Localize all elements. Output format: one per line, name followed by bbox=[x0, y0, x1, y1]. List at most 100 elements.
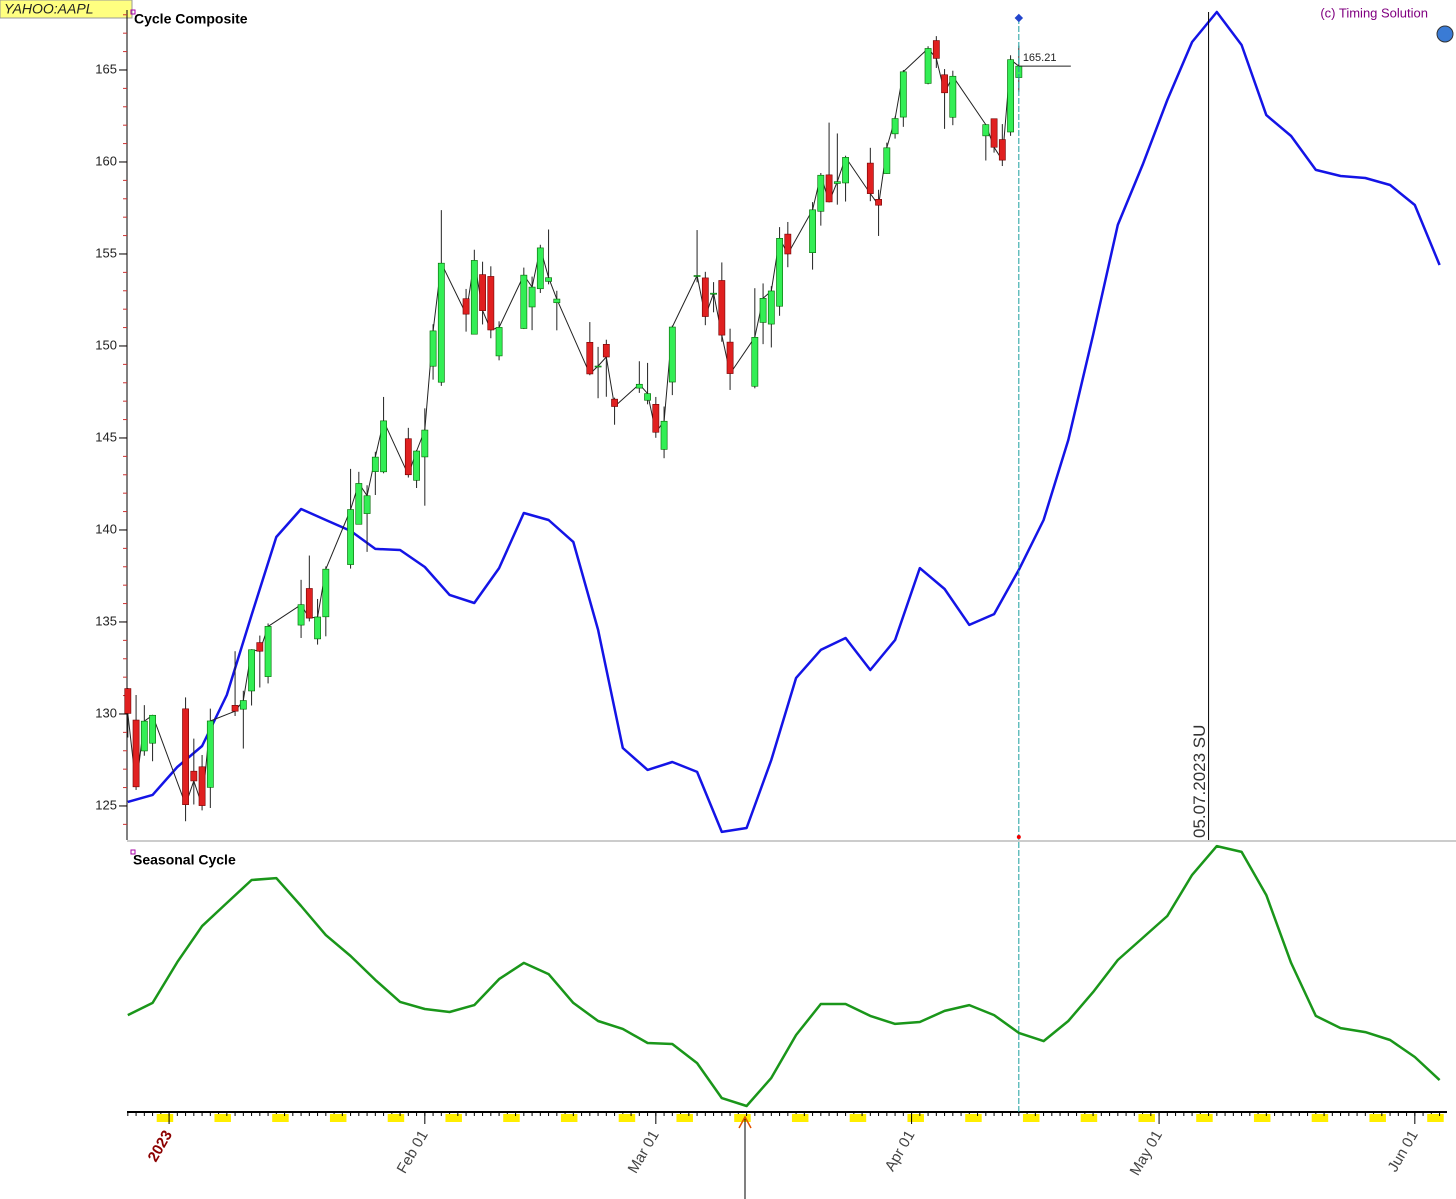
weekend-marker bbox=[1311, 1114, 1329, 1122]
weekend-marker bbox=[734, 1114, 751, 1122]
now-marker bbox=[1014, 13, 1024, 23]
candle-body bbox=[767, 290, 775, 325]
candle-body bbox=[718, 280, 726, 336]
symbol: YAHOO:AAPL bbox=[4, 1, 93, 17]
weekend-marker bbox=[1138, 1114, 1155, 1122]
candle-body bbox=[594, 365, 602, 368]
pointer-head bbox=[738, 1115, 752, 1129]
panel-title: Seasonal Cycle bbox=[133, 852, 236, 868]
weekend-marker bbox=[1427, 1114, 1444, 1122]
candle-body bbox=[190, 770, 198, 782]
candle-body bbox=[825, 174, 833, 203]
y-tick-label: 130 bbox=[95, 705, 117, 720]
candle-body bbox=[1007, 59, 1014, 133]
candle-body bbox=[726, 341, 734, 374]
y-tick-label: 165 bbox=[95, 61, 117, 76]
candle-body bbox=[380, 420, 387, 473]
candle-body bbox=[479, 274, 486, 311]
candle-body bbox=[644, 393, 651, 401]
candle-body bbox=[982, 124, 990, 137]
candle-body bbox=[817, 174, 825, 212]
candle-body bbox=[710, 292, 717, 295]
weekend-marker bbox=[618, 1114, 636, 1122]
candle-body bbox=[553, 298, 561, 304]
candle-body bbox=[487, 276, 495, 331]
weekend-marker bbox=[1022, 1114, 1040, 1122]
weekend-marker bbox=[1369, 1114, 1386, 1122]
y-tick-label: 140 bbox=[95, 521, 117, 536]
candle-body bbox=[990, 118, 998, 148]
candle-body bbox=[363, 495, 371, 514]
weekend-marker bbox=[272, 1114, 289, 1122]
candle-body bbox=[198, 766, 206, 806]
candle-body bbox=[883, 147, 891, 174]
candle-body bbox=[355, 483, 363, 525]
weekend-marker bbox=[907, 1114, 924, 1122]
candle-body bbox=[495, 327, 503, 357]
candle-body bbox=[462, 298, 470, 315]
candle-body bbox=[437, 262, 445, 383]
candle-body bbox=[528, 286, 536, 308]
candle-body bbox=[635, 383, 643, 389]
candle-body bbox=[932, 40, 940, 59]
candle-body bbox=[545, 277, 552, 282]
candle-body bbox=[256, 642, 264, 652]
candle-body bbox=[924, 48, 932, 84]
candle-body bbox=[322, 568, 330, 618]
candle-body bbox=[776, 238, 783, 307]
candle-body bbox=[842, 157, 849, 184]
candle-body bbox=[429, 330, 437, 367]
panel-corner bbox=[130, 849, 136, 855]
candle-body bbox=[701, 277, 709, 317]
weekend-marker bbox=[503, 1114, 520, 1122]
candle-body bbox=[891, 118, 899, 135]
candle-body bbox=[949, 75, 957, 118]
candle-body bbox=[421, 429, 429, 458]
candle-body bbox=[305, 588, 313, 619]
candle-body bbox=[809, 209, 816, 253]
candle-body bbox=[941, 74, 948, 94]
candle-body bbox=[759, 298, 767, 323]
candle-body bbox=[132, 719, 140, 788]
candle-body bbox=[140, 720, 148, 752]
weekend-marker bbox=[387, 1114, 405, 1122]
candle-body bbox=[264, 626, 272, 677]
projection-line bbox=[127, 10, 1441, 834]
now-marker bbox=[1016, 835, 1021, 839]
candle-body bbox=[998, 139, 1006, 161]
candle-body bbox=[536, 247, 544, 290]
candle-body bbox=[520, 274, 528, 329]
x-tick-label: May 01 bbox=[1127, 1127, 1166, 1178]
weekend-marker bbox=[676, 1114, 693, 1122]
candle-body bbox=[149, 714, 156, 744]
candle-body bbox=[586, 341, 594, 375]
candle-body bbox=[470, 260, 478, 335]
panel-title: Cycle Composite bbox=[134, 11, 248, 27]
candle-body bbox=[751, 337, 759, 387]
panel-corner bbox=[130, 9, 136, 15]
weekend-marker bbox=[1253, 1114, 1271, 1122]
candle-body bbox=[784, 233, 792, 255]
x-tick-label: Jun 01 bbox=[1384, 1127, 1421, 1175]
x-tick-label: Feb 01 bbox=[394, 1127, 432, 1176]
weekend-marker bbox=[849, 1114, 867, 1122]
candle-body bbox=[182, 708, 189, 805]
candle-body bbox=[239, 700, 247, 710]
weekend-marker bbox=[214, 1114, 231, 1122]
x-tick-label: Mar 01 bbox=[625, 1127, 663, 1176]
candle-body bbox=[668, 326, 676, 383]
candle-body bbox=[248, 649, 255, 692]
candle-body bbox=[602, 344, 610, 358]
candle-body bbox=[206, 720, 214, 788]
candle-body bbox=[693, 275, 701, 277]
y-tick-label: 145 bbox=[95, 429, 117, 444]
weekend-marker bbox=[965, 1114, 982, 1122]
y-tick-label: 155 bbox=[95, 245, 117, 260]
symbol-box bbox=[0, 0, 133, 19]
x-tick-label: 2023 bbox=[145, 1127, 176, 1164]
cycle-top-label: 05.07.2023 SU bbox=[1190, 725, 1209, 838]
weekend-marker bbox=[445, 1114, 462, 1122]
candle-body bbox=[875, 199, 882, 206]
